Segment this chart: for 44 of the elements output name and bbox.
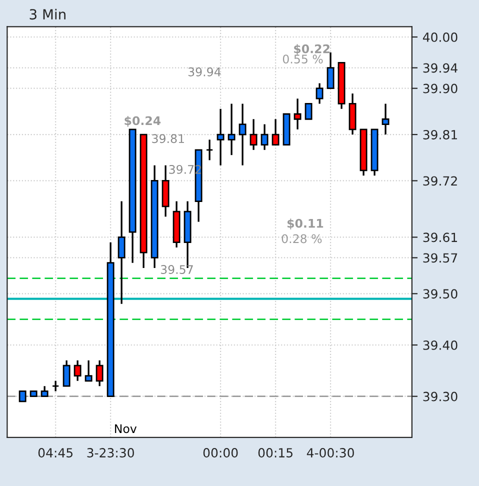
y-tick-label: 39.81: [423, 130, 457, 140]
candlestick: [228, 102, 236, 156]
annotation: $0.22: [294, 44, 330, 55]
candlestick: [40, 385, 48, 398]
candlestick: [62, 360, 70, 387]
y-tick-label: 39.57: [423, 253, 458, 263]
annotation: Nov: [115, 424, 137, 434]
candlestick: [216, 108, 224, 166]
candlestick: [96, 360, 104, 387]
annotation: $0.24: [124, 116, 161, 127]
y-tick-label: 39.50: [423, 289, 458, 299]
x-tick-label: 3-23:30: [87, 448, 134, 458]
y-tick-label: 39.94: [423, 63, 458, 73]
candlestick: [74, 360, 82, 382]
candlestick: [304, 103, 312, 120]
candlestick: [272, 118, 280, 146]
annotation: 39.57: [160, 265, 193, 274]
y-tick-label: 39.40: [423, 340, 458, 350]
candlestick: [294, 98, 302, 130]
y-tick-label: 40.00: [422, 32, 458, 42]
y-tick-label: 39.72: [423, 176, 457, 186]
candlestick: [260, 123, 268, 151]
candlestick: [118, 200, 126, 305]
annotation: 39.94: [188, 67, 221, 76]
annotation: $0.11: [287, 218, 324, 230]
chart-title: 3 Min: [30, 8, 66, 20]
x-tick-label: 04:45: [38, 448, 72, 458]
candlestick: [52, 380, 60, 392]
candlestick: [316, 82, 324, 105]
y-tick-label: 39.30: [423, 392, 458, 402]
candlestick: [238, 102, 246, 166]
x-tick-label: 00:00: [203, 448, 238, 458]
candlestick: [250, 118, 258, 151]
candlestick: [84, 360, 92, 382]
y-tick-label: 39.61: [423, 232, 457, 242]
x-tick-label: 00:15: [258, 448, 292, 458]
annotation: 0.55 %: [282, 54, 323, 64]
candlestick: [382, 102, 390, 136]
annotation: 39.81: [152, 134, 184, 144]
x-tick-label: 4-00:30: [306, 448, 354, 458]
y-tick-label: 39.90: [423, 84, 458, 94]
annotation: 0.28 %: [282, 234, 322, 244]
candlestick: [206, 138, 214, 162]
candlestick: [18, 390, 26, 402]
